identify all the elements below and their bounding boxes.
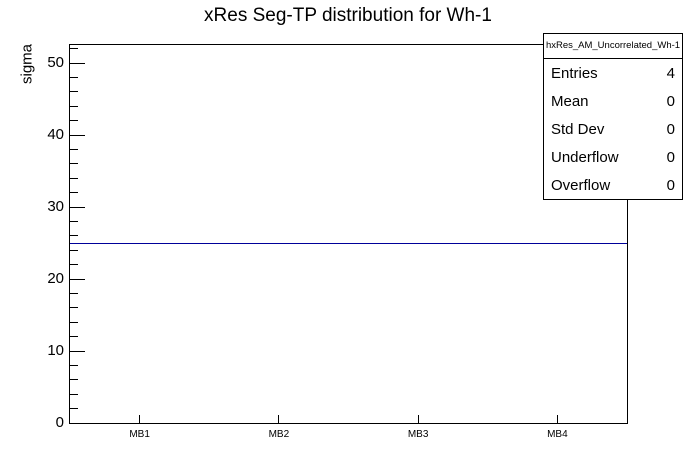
stat-value: 0 [666,148,675,166]
stat-label: Underflow [551,148,619,166]
x-tick [556,415,558,423]
stat-row: Std Dev 0 [544,115,682,143]
histogram-line-segment [70,242,210,244]
y-minor-tick [70,364,78,366]
y-major-tick [70,350,85,352]
y-minor-tick [70,393,78,395]
y-tick-label: 40 [47,126,64,143]
x-tick [278,415,280,423]
stats-box-rows: Entries 4 Mean 0 Std Dev 0 Underflow 0 Overflow 0 [544,59,682,199]
stats-box-title: hxRes_AM_Uncorrelated_Wh-1 [544,34,682,59]
y-major-tick [70,278,85,280]
x-tick-label: MB2 [268,429,290,440]
y-minor-tick [70,76,78,78]
stat-value: 0 [666,120,675,138]
y-minor-tick [70,235,78,237]
y-tick-label: 10 [47,342,64,359]
stat-row: Mean 0 [544,87,682,115]
y-minor-tick [70,321,78,323]
y-minor-tick [70,336,78,338]
y-minor-tick [70,48,78,50]
y-tick-label: 20 [47,270,64,287]
y-minor-tick [70,249,78,251]
x-tick-label: MB4 [547,429,568,440]
y-minor-tick [70,379,78,381]
chart-title: xRes Seg-TP distribution for Wh-1 [204,5,492,26]
y-minor-tick [70,105,78,107]
y-major-tick [70,422,85,424]
stat-value: 0 [666,92,675,110]
y-minor-tick [70,163,78,165]
y-minor-tick [70,408,78,410]
y-minor-tick [70,292,78,294]
stat-value: 4 [666,64,675,82]
y-minor-tick [70,307,78,309]
y-tick-label: 30 [47,198,64,215]
y-minor-tick [70,91,78,93]
stat-label: Mean [551,92,589,110]
x-tick [417,415,419,423]
y-minor-tick [70,220,78,222]
y-tick-label: 50 [47,54,64,71]
x-tick [139,415,141,423]
stat-value: 0 [666,176,675,194]
stat-row: Overflow 0 [544,171,682,199]
stat-label: Entries [551,64,598,82]
y-tick-label: 0 [55,414,64,431]
histogram-line-segment [487,242,627,244]
y-minor-tick [70,192,78,194]
y-major-tick [70,62,85,64]
histogram-line-segment [209,242,349,244]
stat-row: Entries 4 [544,59,682,87]
plot-frame [69,44,628,424]
y-major-tick [70,134,85,136]
y-minor-tick [70,177,78,179]
x-tick-label: MB1 [129,429,150,440]
x-tick-label: MB3 [407,429,429,440]
stats-box: hxRes_AM_Uncorrelated_Wh-1 Entries 4 Mean 0… [543,33,683,200]
stat-row: Underflow 0 [544,143,682,171]
y-minor-tick [70,120,78,122]
stat-label: Std Dev [551,120,605,138]
y-minor-tick [70,264,78,266]
histogram-line-segment [348,242,488,244]
y-minor-tick [70,148,78,150]
stat-label: Overflow [551,176,611,194]
y-major-tick [70,206,85,208]
